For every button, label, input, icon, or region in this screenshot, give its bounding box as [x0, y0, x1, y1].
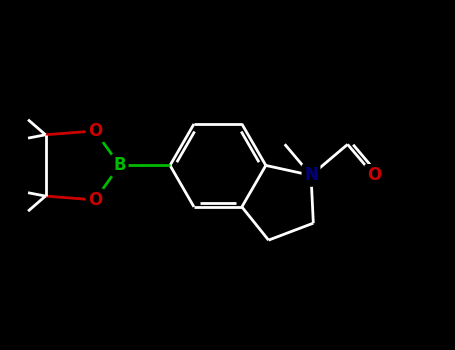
Text: B: B	[113, 156, 126, 174]
Text: O: O	[88, 191, 102, 209]
Text: O: O	[367, 167, 381, 184]
Text: N: N	[304, 166, 318, 184]
Text: O: O	[88, 122, 102, 140]
